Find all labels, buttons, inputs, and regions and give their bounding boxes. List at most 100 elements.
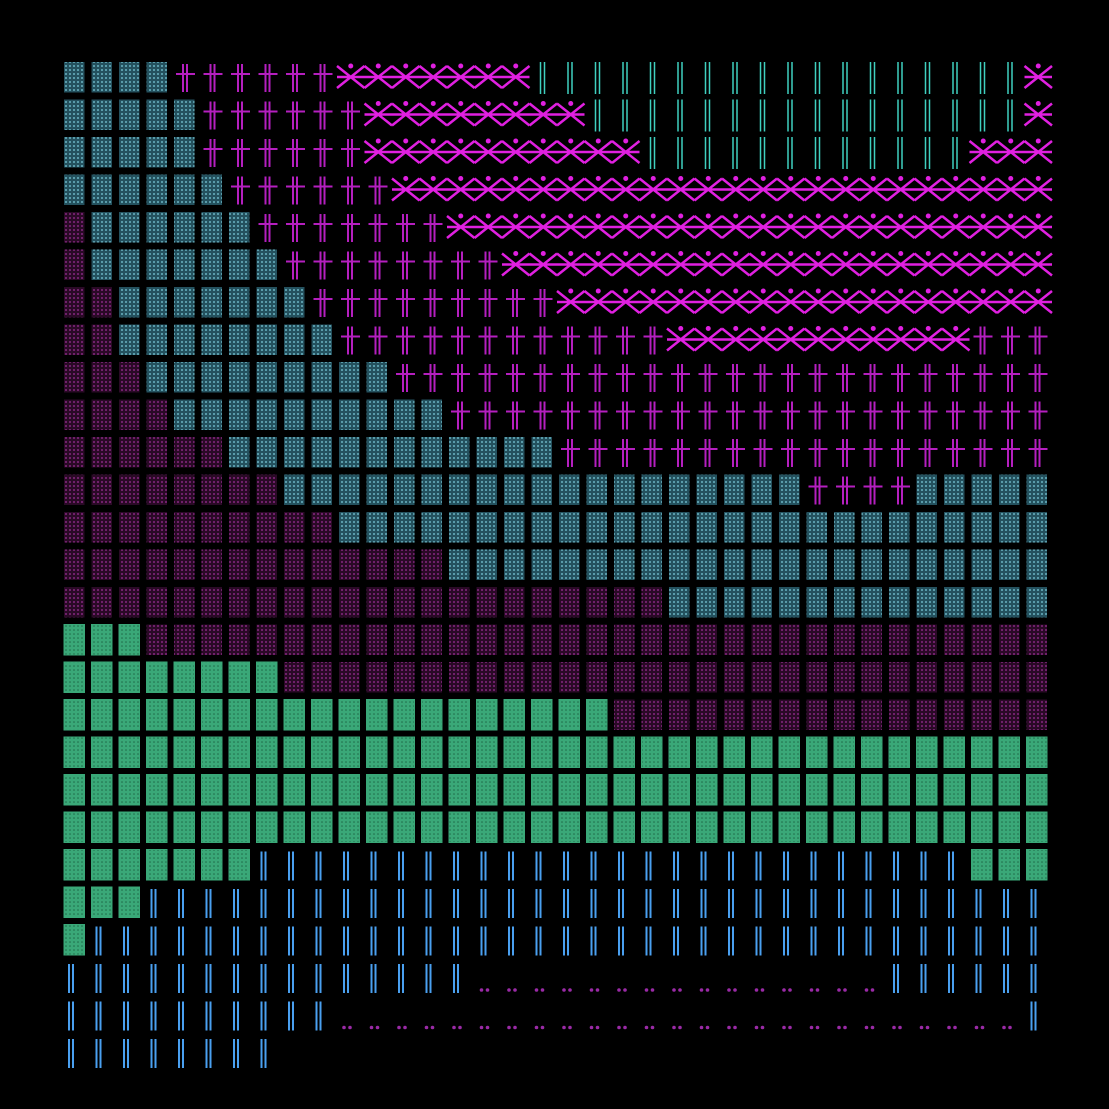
- maroon-cell: [944, 662, 965, 693]
- green-cell: [338, 699, 360, 731]
- green-cell: [503, 774, 525, 806]
- cross-dot: [788, 251, 794, 256]
- blue-lines: [480, 889, 487, 918]
- maroon-cell: [229, 474, 250, 505]
- green-cell: [1026, 736, 1048, 768]
- cyan-lines: [677, 62, 683, 94]
- green-cell: [338, 811, 360, 843]
- maroon-cell: [64, 287, 85, 318]
- plus-glyph: [863, 401, 883, 430]
- green-cell: [118, 736, 140, 768]
- teal-cell: [91, 62, 112, 93]
- small-dot: [699, 1025, 704, 1030]
- blue-lines: [288, 851, 294, 881]
- blue-lines: [343, 926, 349, 956]
- cross-glyph: [693, 215, 723, 239]
- plus-glyph: [506, 326, 525, 355]
- cross-dot: [760, 326, 766, 331]
- maroon-cell: [504, 624, 525, 655]
- green-cell: [338, 774, 360, 806]
- blue-lines: [865, 889, 872, 918]
- plus-glyph: [836, 364, 855, 392]
- plus-glyph: [423, 214, 443, 242]
- green-cell: [998, 774, 1020, 806]
- teal-cell: [339, 399, 360, 430]
- cross-glyph: [556, 140, 586, 164]
- blue-lines: [645, 889, 652, 918]
- cross-dot: [898, 176, 904, 181]
- blue-lines: [150, 926, 157, 956]
- green-cell: [393, 774, 415, 806]
- maroon-cell: [229, 512, 250, 543]
- cyan-lines: [979, 99, 986, 132]
- teal-cell: [174, 399, 195, 430]
- plus-glyph: [643, 326, 663, 355]
- cross-glyph: [501, 102, 531, 127]
- plus-glyph: [643, 401, 663, 430]
- blue-lines: [288, 926, 294, 956]
- cross-glyph: [611, 215, 641, 239]
- teal-cell: [91, 249, 112, 280]
- green-cell: [118, 811, 140, 843]
- teal-cell: [174, 362, 195, 393]
- plus-glyph: [973, 326, 993, 355]
- cross-dot: [1008, 288, 1014, 294]
- blue-lines: [343, 851, 349, 881]
- maroon-cell: [449, 587, 470, 618]
- maroon-cell: [91, 474, 112, 505]
- green-cell: [256, 774, 278, 806]
- green-cell: [63, 924, 85, 956]
- plus-glyph: [533, 326, 553, 355]
- maroon-cell: [586, 587, 607, 618]
- cross-glyph: [556, 102, 586, 127]
- teal-cell: [64, 62, 85, 93]
- plus-glyph: [781, 401, 800, 430]
- teal-cell: [504, 474, 525, 505]
- plus-glyph: [423, 289, 443, 317]
- green-cell: [861, 736, 883, 768]
- maroon-cell: [944, 624, 965, 655]
- cross-glyph: [913, 215, 943, 239]
- plus-glyph: [478, 326, 498, 355]
- maroon-cell: [806, 662, 827, 693]
- teal-cell: [971, 549, 992, 580]
- green-cell: [751, 736, 773, 768]
- small-dot: [864, 988, 869, 992]
- cross-dot: [953, 326, 959, 331]
- cross-glyph: [473, 140, 503, 164]
- blue-lines: [975, 964, 982, 993]
- blue-lines: [398, 964, 404, 993]
- cross-dot: [870, 213, 876, 219]
- cyan-lines: [622, 99, 628, 132]
- blue-lines: [233, 964, 239, 993]
- green-cell: [641, 736, 663, 768]
- teal-cell: [201, 399, 222, 430]
- cross-dot: [870, 288, 876, 294]
- teal-cell: [586, 549, 607, 580]
- teal-cell: [834, 549, 855, 580]
- plus-glyph: [1001, 401, 1020, 430]
- cross-glyph: [941, 177, 971, 202]
- cyan-lines: [704, 99, 711, 132]
- blue-lines: [783, 851, 789, 881]
- cross-glyph: [666, 252, 696, 277]
- small-dot: [782, 1025, 786, 1030]
- blue-lines: [673, 851, 679, 881]
- green-cell: [806, 774, 828, 806]
- plus-glyph: [1001, 439, 1020, 467]
- plus-glyph: [698, 364, 718, 392]
- cross-glyph: [886, 177, 916, 202]
- blue-lines: [1030, 1001, 1037, 1031]
- plus-glyph: [891, 364, 910, 392]
- plus-glyph: [588, 326, 608, 355]
- blue-lines: [260, 889, 267, 918]
- teal-cell: [174, 324, 195, 355]
- cross-glyph: [556, 290, 586, 314]
- plus-glyph: [478, 289, 498, 317]
- teal-cell: [229, 437, 250, 468]
- cross-dot: [925, 176, 931, 181]
- teal-cell: [146, 324, 167, 355]
- green-cell: [531, 699, 553, 731]
- teal-cell: [229, 399, 250, 430]
- small-dot: [1008, 1025, 1012, 1030]
